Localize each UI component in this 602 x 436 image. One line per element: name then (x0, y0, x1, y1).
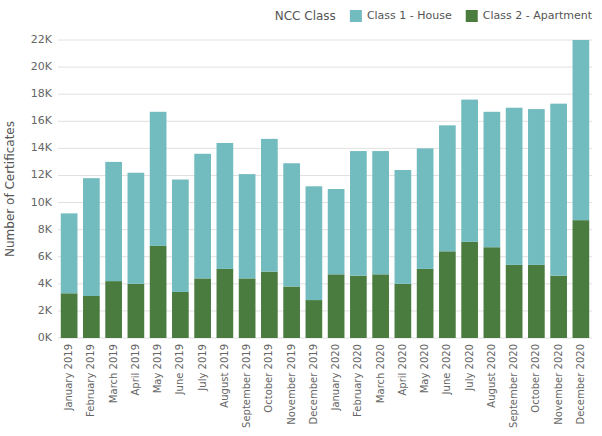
bar (306, 186, 323, 300)
bar (461, 100, 478, 242)
x-tick-label: June 2019 (174, 344, 185, 395)
bar (217, 143, 234, 269)
bar (439, 125, 456, 251)
bar (439, 251, 456, 338)
x-tick-label: November 2019 (286, 344, 297, 425)
bar (150, 112, 167, 246)
bar (172, 292, 189, 338)
bar (484, 247, 501, 338)
bar (350, 151, 367, 276)
bar (461, 242, 478, 338)
x-tick-label: April 2020 (397, 344, 408, 395)
bar (128, 284, 145, 338)
bar (395, 284, 412, 338)
x-tick-label: August 2019 (219, 344, 230, 408)
grid (58, 40, 592, 338)
bar (239, 278, 256, 338)
bar (506, 265, 523, 338)
chart: 0K 2K 4K 6K 8K 10K 12K 14K 16K 18K 20K 22K Number of… (0, 0, 602, 436)
x-tick-label: November 2020 (553, 344, 564, 425)
x-tick-label: July 2019 (197, 344, 208, 392)
legend-title: NCC Class (275, 9, 336, 23)
x-tick-label: October 2019 (263, 344, 274, 413)
legend-label: Class 1 - House (367, 9, 452, 22)
bar (328, 274, 345, 338)
y-tick-label: 0K (38, 331, 53, 344)
bar (395, 170, 412, 284)
bar (283, 287, 300, 338)
y-tick-label: 14K (31, 141, 53, 154)
y-tick-label: 20K (31, 60, 53, 73)
bar (261, 139, 278, 272)
x-tick-label: March 2020 (375, 344, 386, 403)
y-axis-label: Number of Certificates (3, 121, 17, 257)
bar (283, 163, 300, 286)
x-tick-label: May 2019 (152, 344, 163, 393)
grid-line (58, 40, 592, 41)
y-tick-label: 18K (31, 87, 53, 100)
y-tick-label: 6K (38, 250, 53, 263)
bar (261, 272, 278, 338)
bar (61, 293, 78, 338)
bar (573, 40, 590, 220)
bar (417, 148, 434, 269)
bar (350, 276, 367, 338)
x-tick-label: September 2020 (508, 344, 519, 428)
bar (484, 112, 501, 247)
x-tick-label: May 2020 (419, 344, 430, 393)
grid-line (58, 94, 592, 95)
bar (61, 213, 78, 293)
bar (150, 246, 167, 338)
y-tick-label: 4K (38, 277, 53, 290)
y-tick-label: 22K (31, 33, 53, 46)
bar (194, 278, 211, 338)
bar (128, 173, 145, 284)
x-tick-label: April 2019 (130, 344, 141, 395)
bar (372, 151, 389, 274)
legend-label: Class 2 - Apartment (483, 9, 593, 22)
legend: NCC Class Class 1 - House Class 2 - Apartm… (275, 9, 593, 23)
bar (217, 269, 234, 338)
bar (550, 276, 567, 338)
bar (306, 300, 323, 338)
bar (83, 178, 100, 296)
bar (83, 296, 100, 338)
bar (328, 189, 345, 274)
x-tick-label: December 2020 (575, 344, 586, 424)
legend-swatch (466, 10, 478, 22)
bars (61, 40, 589, 338)
y-tick-label: 8K (38, 223, 53, 236)
bar (573, 220, 590, 338)
bar (105, 162, 122, 281)
x-tick-label: July 2020 (464, 344, 475, 392)
bar (194, 154, 211, 279)
bar (550, 104, 567, 276)
x-tick-label: February 2019 (85, 344, 96, 417)
x-tick-label: December 2019 (308, 344, 319, 424)
y-tick-label: 12K (31, 168, 53, 181)
y-tick-label: 16K (31, 114, 53, 127)
bar (239, 174, 256, 278)
bar (528, 265, 545, 338)
x-axis: January 2019 February 2019 March 2019 April… (63, 344, 586, 428)
x-tick-label: October 2020 (530, 344, 541, 413)
bar (172, 180, 189, 292)
x-tick-label: February 2020 (352, 344, 363, 417)
y-tick-label: 10K (31, 196, 53, 209)
y-axis: 0K 2K 4K 6K 8K 10K 12K 14K 16K 18K 20K 22K (31, 33, 53, 344)
y-tick-label: 2K (38, 304, 53, 317)
x-tick-label: June 2020 (441, 344, 452, 395)
bar (506, 108, 523, 265)
bar (105, 281, 122, 338)
x-tick-label: August 2020 (486, 344, 497, 408)
x-tick-label: March 2019 (108, 344, 119, 403)
bar (417, 269, 434, 338)
legend-swatch (350, 10, 362, 22)
x-tick-label: January 2019 (63, 344, 74, 412)
x-tick-label: September 2019 (241, 344, 252, 428)
x-tick-label: January 2020 (330, 344, 341, 412)
bar (528, 109, 545, 265)
bar (372, 274, 389, 338)
grid-line (58, 67, 592, 68)
